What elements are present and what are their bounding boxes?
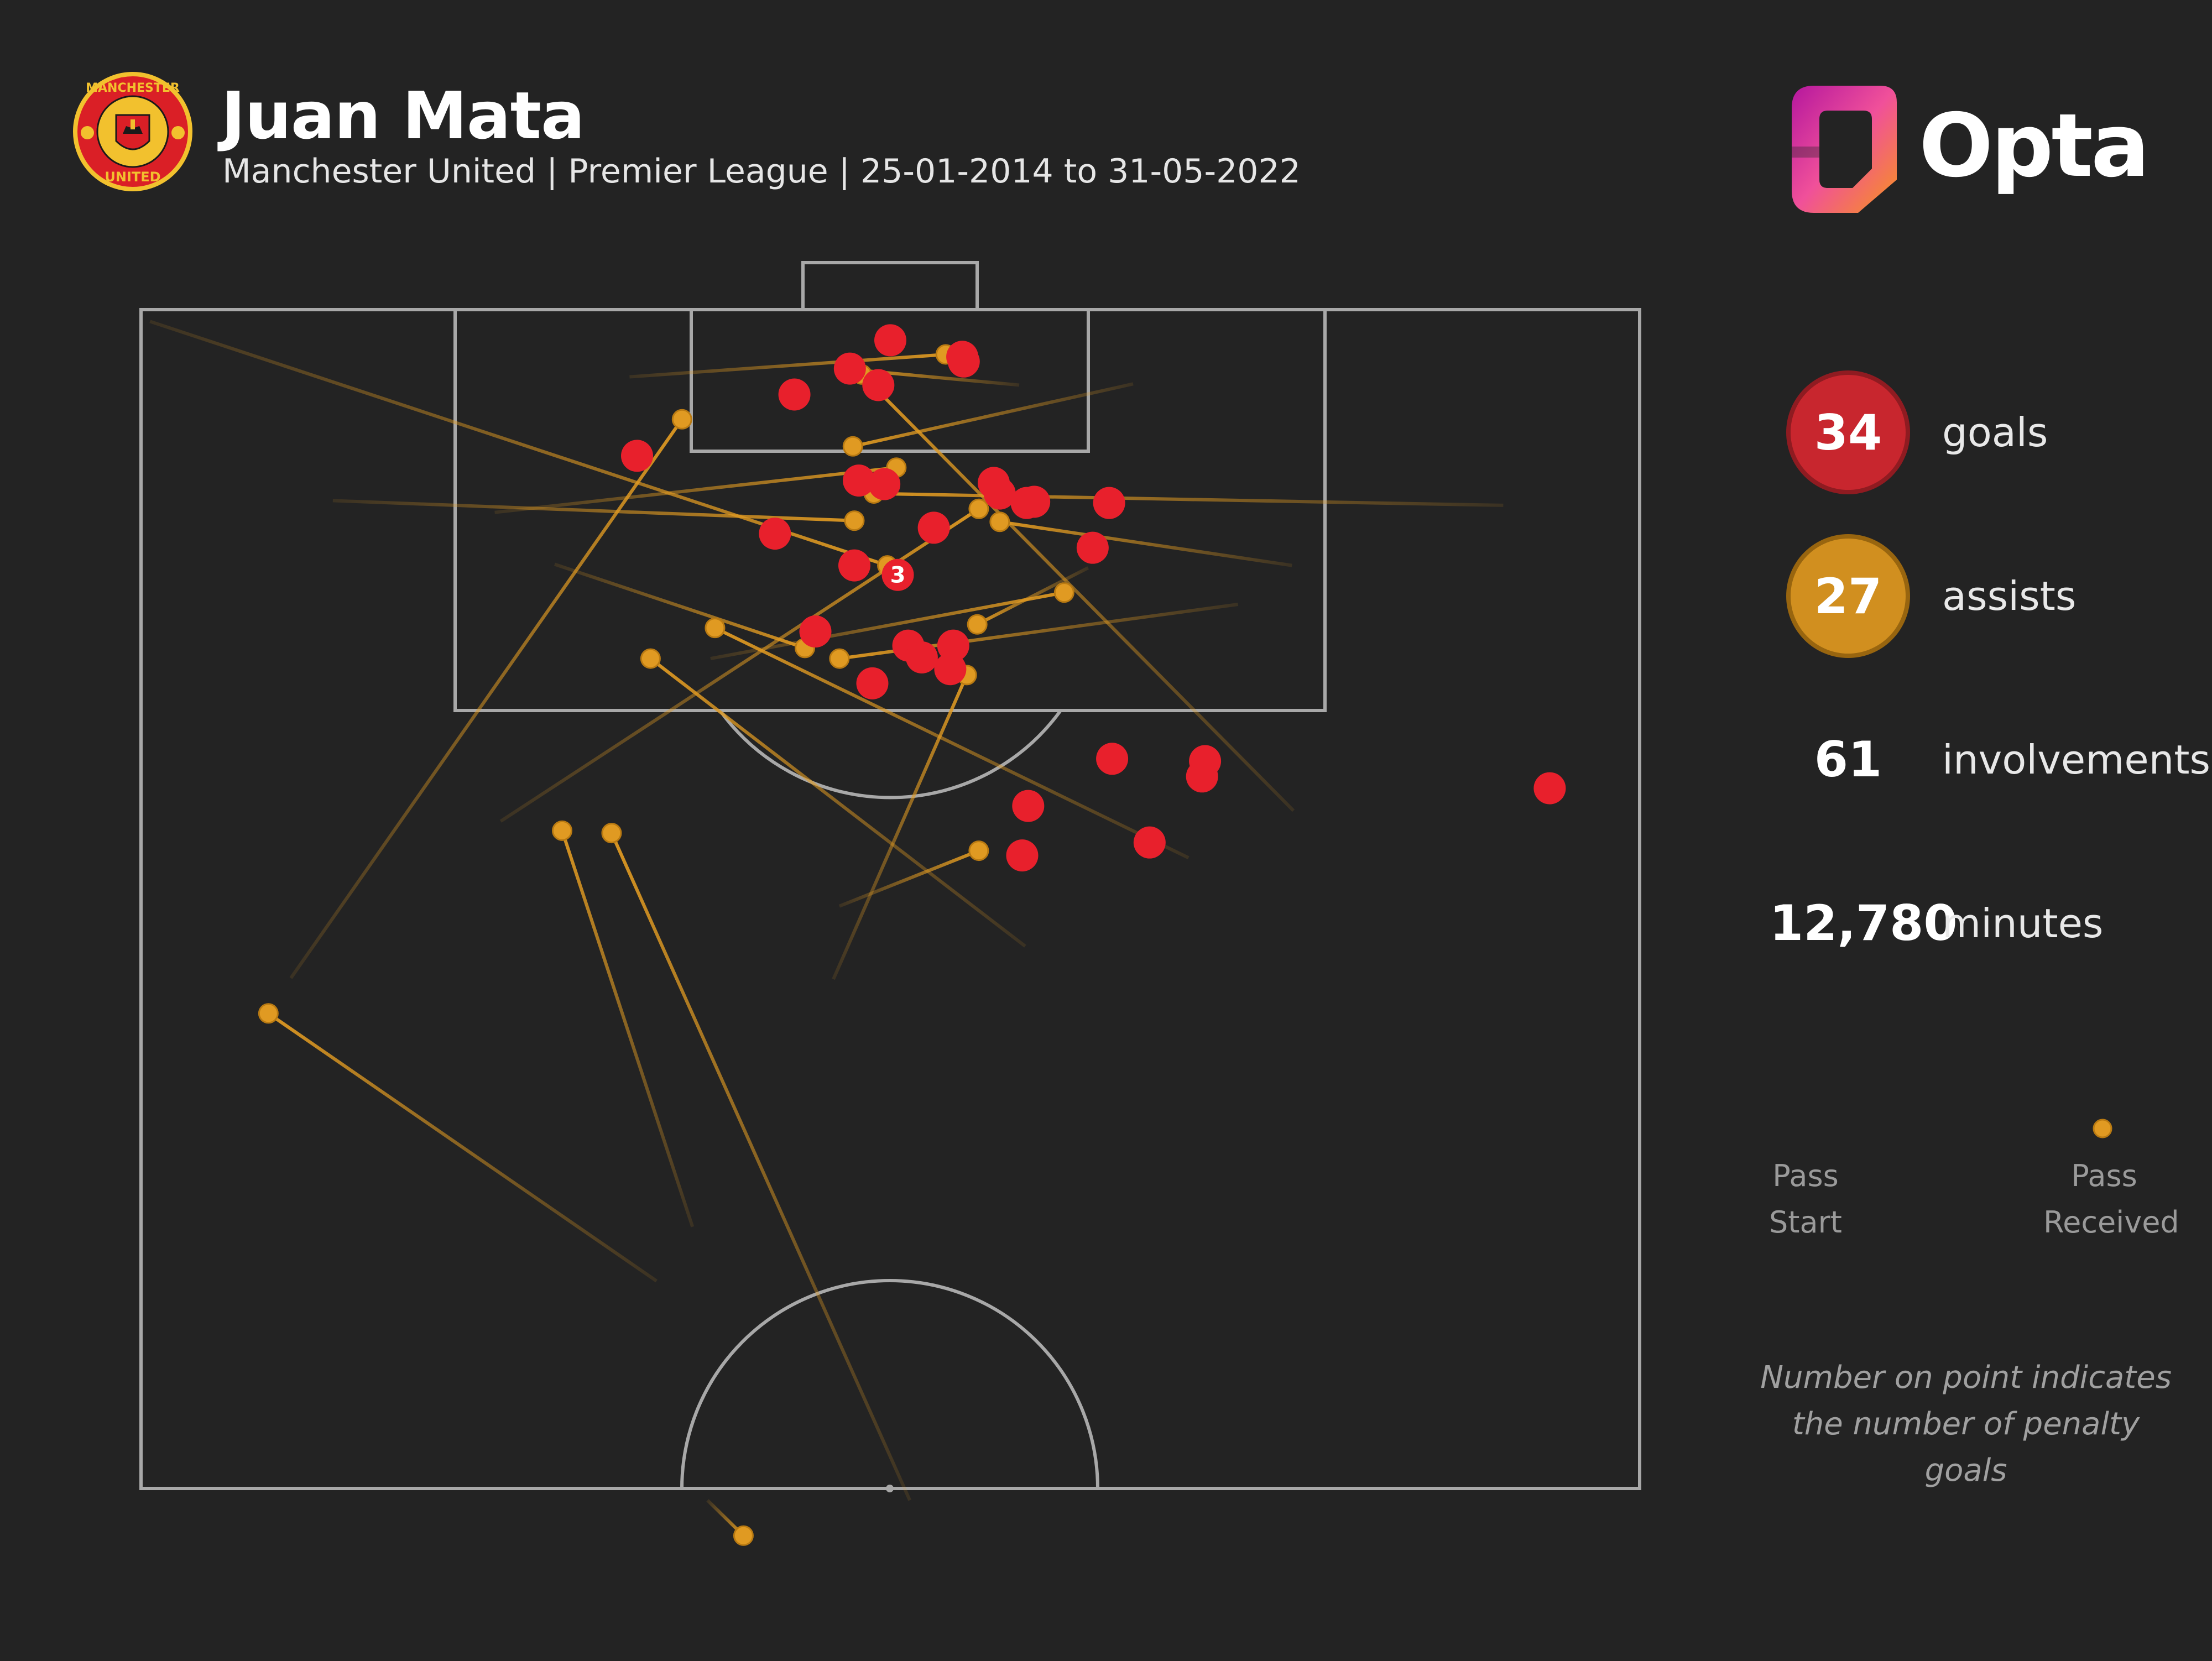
assist-received-point <box>601 823 622 844</box>
assist-received-point <box>733 1525 754 1546</box>
manchester-united-crest-icon: MANCHESTER UNITED <box>73 72 192 191</box>
goal-points: 3 <box>621 324 1566 872</box>
assists-stat: 27 assists <box>1786 534 2206 661</box>
goal-point <box>874 324 906 357</box>
legend-pass-received-dot <box>2093 1119 2112 1138</box>
involvements-stat: 61 involvements <box>1786 698 2210 825</box>
assist-pass-line <box>289 418 684 979</box>
goal-point <box>1012 790 1045 822</box>
goal-point <box>917 511 950 544</box>
assist-received-point <box>968 498 989 519</box>
assist-pass-line <box>499 507 980 823</box>
center-spot <box>886 1485 894 1492</box>
assist-passes <box>149 320 1504 1546</box>
assist-pass-line <box>554 562 806 650</box>
assist-received-point <box>552 820 573 841</box>
goal-point <box>1096 743 1129 775</box>
assist-pass-line <box>494 466 897 514</box>
assist-received-point <box>258 1003 279 1024</box>
minutes-value: 12,780 <box>1770 895 1958 952</box>
assist-received-point <box>842 436 863 457</box>
assists-circle: 27 <box>1786 534 1910 658</box>
assist-pass-line <box>610 832 911 1501</box>
minutes-stat: 12,780 minutes <box>1770 861 2206 989</box>
chart-area: 3 <box>139 261 1641 1546</box>
assist-pass-line <box>332 499 855 523</box>
goal-point <box>937 629 969 662</box>
goal-point <box>868 468 901 500</box>
assist-pass-line <box>999 520 1292 567</box>
legend-pass-received: Pass Received <box>2043 1158 2179 1240</box>
minutes-label: minutes <box>1942 900 2104 947</box>
goal-point <box>947 345 980 378</box>
goals-stat: 34 goals <box>1786 370 2206 498</box>
goal-point <box>843 464 875 497</box>
pass-legend <box>1806 1119 2112 1138</box>
assist-pass-line <box>649 657 1026 948</box>
goal-point <box>862 369 895 401</box>
goal-point <box>1533 772 1566 805</box>
assist-received-point <box>671 409 692 430</box>
penalty-goal-count-label: 3 <box>890 563 906 588</box>
goal-point <box>1076 531 1109 564</box>
assist-pass-line <box>832 674 968 980</box>
assist-received-point <box>844 510 865 531</box>
page-subtitle: Manchester United | Premier League | 25-… <box>222 152 1301 191</box>
assist-pass-line <box>710 591 1065 661</box>
assist-received-point <box>829 648 850 669</box>
goal-point <box>838 549 870 582</box>
goal-frame <box>801 261 979 311</box>
goal-point <box>778 378 811 411</box>
involvements-label: involvements <box>1942 737 2211 783</box>
center-circle-arc <box>680 1279 1099 1489</box>
goal-point <box>1006 839 1039 872</box>
penalty-goal-point <box>881 558 914 591</box>
goal-point <box>856 667 889 699</box>
goal-point <box>1186 760 1218 793</box>
goal-point <box>1093 487 1125 519</box>
assist-pass-line <box>267 1012 658 1283</box>
assist-received-point <box>640 648 661 669</box>
crest-top-text: MANCHESTER <box>86 81 180 95</box>
goal-point <box>759 518 791 550</box>
assist-received-point <box>968 840 989 861</box>
assist-received-point <box>989 511 1010 532</box>
involvements-value: 61 <box>1814 731 1882 788</box>
assist-pass-line <box>714 626 1190 860</box>
assist-pass-line <box>874 492 1504 507</box>
goal-point <box>905 641 938 673</box>
assist-received-point <box>705 618 726 639</box>
pitch-lines <box>139 261 1641 1492</box>
penalty-arc <box>718 709 1062 800</box>
assists-label: assists <box>1942 573 2077 619</box>
goals-circle: 34 <box>1786 370 1910 494</box>
goal-point <box>799 615 832 648</box>
assist-pass-line <box>976 566 1089 626</box>
goal-point <box>1018 485 1051 518</box>
opta-logo: Opta <box>1775 80 2173 218</box>
penalty-note: Number on point indicates the number of … <box>1760 1360 2172 1488</box>
goal-point <box>983 477 1016 510</box>
goal-point <box>621 440 654 472</box>
assist-pass-line <box>852 382 1134 448</box>
goal-point <box>934 653 967 686</box>
goals-label: goals <box>1942 409 2048 456</box>
crest-bottom-text: UNITED <box>105 169 160 185</box>
pitch-chart: 3 <box>139 261 1641 1546</box>
legend-pass-start: Pass Start <box>1769 1158 1842 1240</box>
page-title: Juan Mata <box>221 77 585 154</box>
goal-point <box>1133 826 1166 859</box>
goal-point <box>833 352 866 385</box>
assist-pass-line <box>629 353 946 379</box>
header: MANCHESTER UNITED Juan Mata Manchester U… <box>72 61 1344 205</box>
opta-logo-text: Opta <box>1919 95 2150 197</box>
assist-pass-line <box>838 849 979 908</box>
opta-logo-icon <box>1792 86 1897 213</box>
assist-received-point <box>967 614 988 635</box>
assist-pass-line <box>560 830 695 1228</box>
assist-pass-line <box>860 373 1295 812</box>
assist-received-point <box>1053 582 1074 603</box>
